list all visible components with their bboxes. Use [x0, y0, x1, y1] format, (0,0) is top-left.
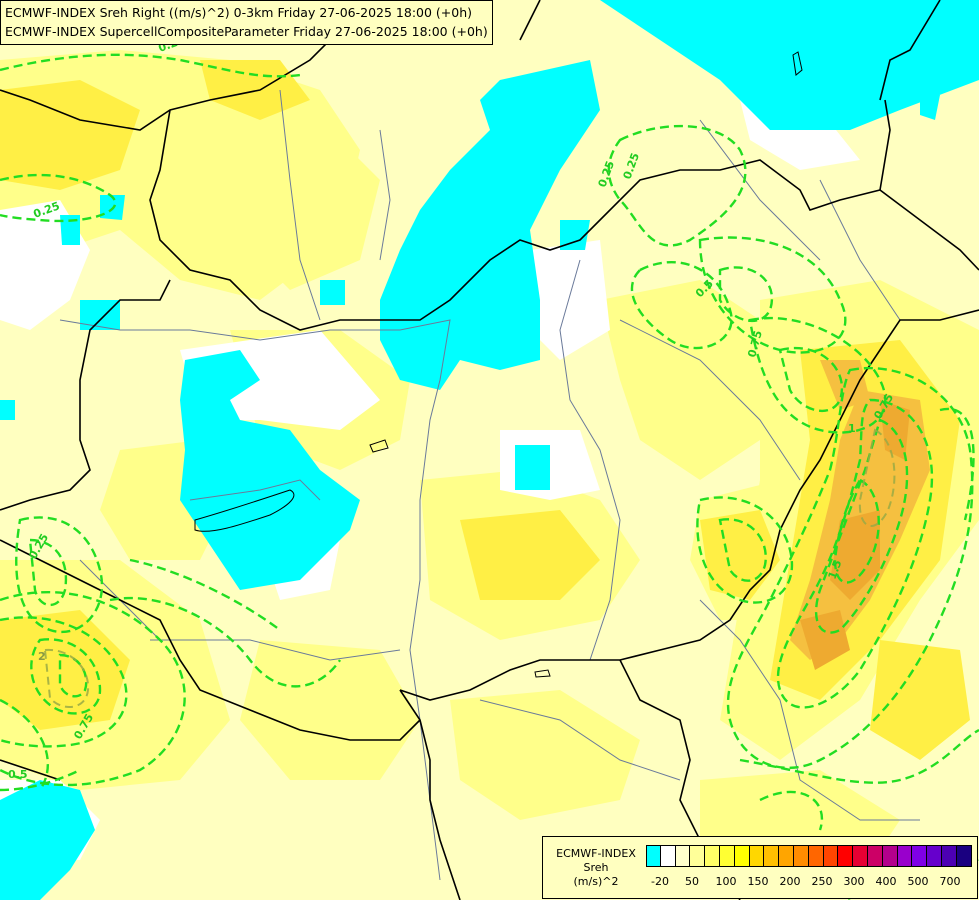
title-line-scp: ECMWF-INDEX SupercellCompositeParameter …: [5, 24, 488, 39]
title-line-sreh: ECMWF-INDEX Sreh Right ((m/s)^2) 0-3km F…: [5, 5, 473, 20]
colorbar-tick-label: 300: [843, 875, 865, 888]
colorbar-swatch: [912, 846, 928, 866]
colorbar-tick-label: -20: [651, 875, 669, 888]
contour-label: 0.5: [8, 768, 28, 781]
colorbar-tick-label: 50: [685, 875, 699, 888]
colorbar-swatch: [897, 846, 913, 866]
colorbar-tick-label: 400: [875, 875, 897, 888]
colorbar-swatch: [853, 846, 868, 866]
legend-variable: Sreh: [583, 861, 609, 874]
colorbar-swatch: [823, 846, 839, 866]
colorbar-tick-label: 200: [779, 875, 801, 888]
colorbar-swatch: [719, 846, 735, 866]
scp-contours: [0, 53, 979, 900]
contour-label: 1: [848, 422, 856, 435]
legend-label: ECMWF-INDEX Sreh (m/s)^2: [547, 847, 645, 889]
contour-label: 2: [38, 650, 46, 663]
colorbar-swatches: [646, 845, 972, 867]
colorbar-swatch: [927, 846, 942, 866]
colorbar-tick-label: 500: [907, 875, 929, 888]
colorbar-ticks: -20 50 100 150 200 250 300 400 500 700: [646, 875, 971, 889]
colorbar-tick-label: 700: [939, 875, 961, 888]
colorbar-swatch: [838, 846, 854, 866]
colorbar-swatch: [764, 846, 780, 866]
legend-unit: (m/s)^2: [573, 875, 619, 888]
colorbar-swatch: [867, 846, 883, 866]
colorbar-swatch: [705, 846, 720, 866]
colorbar-swatch: [779, 846, 794, 866]
colorbar-swatch: [646, 846, 661, 866]
colorbar-tick-label: 250: [811, 875, 833, 888]
colorbar-swatch: [808, 846, 824, 866]
colorbar-swatch: [690, 846, 706, 866]
colorbar-swatch: [734, 846, 750, 866]
colorbar-swatch: [660, 846, 676, 866]
colorbar-legend: ECMWF-INDEX Sreh (m/s)^2 -20 50 100 150 200 2…: [542, 836, 978, 899]
map-title-box: ECMWF-INDEX Sreh Right ((m/s)^2) 0-3km F…: [0, 0, 493, 45]
legend-source: ECMWF-INDEX: [556, 847, 636, 860]
lake-outlines: [194, 51, 803, 678]
colorbar-swatch: [941, 846, 957, 866]
colorbar-tick-label: 150: [747, 875, 769, 888]
scp-contours-dark: [43, 428, 896, 708]
colorbar-swatch: [675, 846, 691, 866]
colorbar-swatch: [793, 846, 809, 866]
contour-label: 1.5: [826, 558, 845, 581]
colorbar-tick-label: 100: [715, 875, 737, 888]
colorbar-swatch: [956, 846, 972, 866]
colorbar-swatch: [882, 846, 898, 866]
colorbar-swatch: [749, 846, 765, 866]
